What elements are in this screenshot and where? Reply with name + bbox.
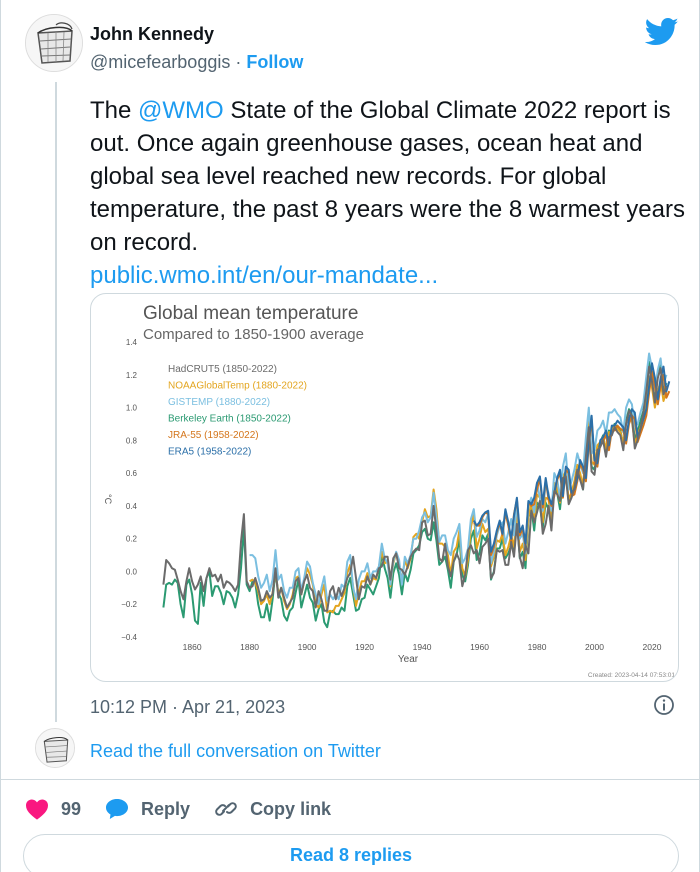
- series-line: [249, 375, 668, 614]
- copy-link-label: Copy link: [250, 798, 332, 819]
- legend-entry: Berkeley Earth (1850-2022): [168, 414, 291, 425]
- legend-entry: HadCRUT5 (1850-2022): [168, 364, 277, 375]
- action-bar: 99 Reply Copy link: [25, 795, 355, 823]
- x-tick-label: 1880: [240, 642, 259, 652]
- y-tick-label: 1.2: [126, 371, 138, 380]
- legend-entry: JRA-55 (1958-2022): [168, 430, 259, 441]
- y-tick-label: −0.2: [121, 600, 137, 609]
- x-tick-label: 2000: [585, 642, 604, 652]
- like-button[interactable]: 99: [25, 798, 81, 820]
- tweet-text-after: State of the Global Climate 2022 report …: [90, 97, 685, 256]
- created-note: Created: 2023-04-14 07:53:01: [588, 672, 675, 679]
- copy-link-button[interactable]: Copy link: [214, 798, 331, 820]
- tweet-text-before: The: [90, 97, 139, 124]
- avatar[interactable]: [25, 14, 83, 72]
- chart-image[interactable]: Global mean temperature Compared to 1850…: [90, 293, 679, 682]
- y-tick-label: 1.0: [126, 404, 138, 413]
- heart-icon: [26, 799, 48, 820]
- read-conversation-link[interactable]: Read the full conversation on Twitter: [90, 741, 381, 761]
- y-tick-label: 1.4: [126, 338, 138, 347]
- x-tick-label: 1940: [413, 642, 432, 652]
- y-tick-label: 0.4: [126, 502, 138, 511]
- legend-entry: NOAAGlobalTemp (1880-2022): [168, 381, 307, 392]
- timestamp[interactable]: 10:12 PM · Apr 21, 2023: [90, 697, 286, 717]
- y-axis-label: °C: [103, 494, 113, 505]
- url-link[interactable]: public.wmo.int/en/our-mandate...: [90, 262, 439, 289]
- x-tick-label: 1860: [183, 642, 202, 652]
- read-replies-button[interactable]: Read 8 replies: [23, 834, 679, 872]
- separator: ·: [235, 52, 242, 72]
- x-tick-label: 1900: [298, 642, 317, 652]
- y-tick-label: 0.8: [126, 436, 138, 445]
- y-tick-label: −0.4: [121, 633, 137, 642]
- y-tick-label: 0.6: [126, 469, 138, 478]
- thread-line: [55, 82, 57, 722]
- y-tick-label: 0.2: [126, 535, 138, 544]
- like-count: 99: [61, 798, 82, 819]
- x-tick-label: 1980: [528, 642, 547, 652]
- tweet-text: The @WMO State of the Global Climate 202…: [90, 94, 686, 292]
- author-handle[interactable]: @micefearboggis: [90, 52, 231, 72]
- chart-subtitle: Compared to 1850-1900 average: [143, 326, 364, 343]
- reply-button[interactable]: Reply: [105, 798, 190, 820]
- legend-entry: GISTEMP (1880-2022): [168, 397, 270, 408]
- x-tick-label: 1920: [355, 642, 374, 652]
- x-axis-label: Year: [398, 654, 419, 665]
- avatar-small[interactable]: [35, 728, 75, 768]
- copy-link-icon: [215, 802, 237, 816]
- avatar-image: [26, 15, 82, 71]
- info-icon[interactable]: [653, 694, 675, 716]
- x-tick-label: 1960: [470, 642, 489, 652]
- x-tick-label: 2020: [643, 642, 662, 652]
- legend-entry: ERA5 (1958-2022): [168, 447, 251, 458]
- temperature-chart: Global mean temperature Compared to 1850…: [103, 303, 675, 679]
- author-handle-row: @micefearboggis · Follow: [90, 52, 303, 73]
- series-line: [162, 365, 668, 612]
- y-tick-label: 0.0: [126, 567, 138, 576]
- series-line: [249, 352, 668, 606]
- chart-title: Global mean temperature: [143, 303, 358, 324]
- twitter-bird-icon[interactable]: [645, 17, 679, 47]
- reply-bubble-icon: [106, 799, 129, 819]
- reply-label: Reply: [141, 798, 191, 819]
- avatar-small-image: [36, 729, 74, 767]
- divider: [1, 779, 700, 780]
- mention-link[interactable]: @WMO: [138, 97, 224, 124]
- series-line: [472, 362, 671, 553]
- follow-button[interactable]: Follow: [246, 52, 304, 72]
- author-name[interactable]: John Kennedy: [90, 24, 215, 44]
